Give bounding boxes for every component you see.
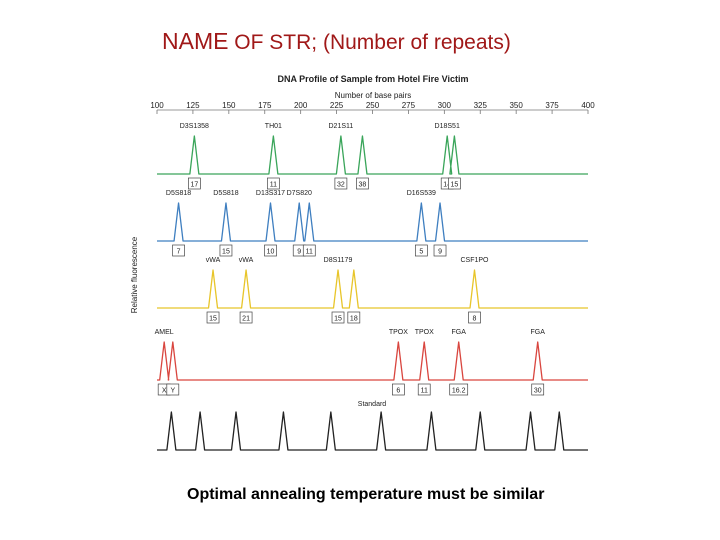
allele-label: 7	[177, 249, 181, 256]
locus-label: FGA	[452, 329, 467, 336]
slide-title: NAME OF STR; (Number of repeats)	[162, 28, 511, 55]
allele-box	[188, 177, 201, 190]
x-tick-label: 175	[258, 101, 272, 110]
allele-label: 15	[450, 182, 458, 189]
locus-label: AMEL	[155, 329, 174, 336]
allele-box	[172, 244, 185, 257]
x-tick-label: 100	[150, 101, 164, 110]
allele-box	[219, 244, 233, 257]
y-axis-label: Relative fluorescence	[130, 236, 139, 313]
allele-box	[531, 383, 545, 396]
locus-label: FGA	[531, 329, 546, 336]
allele-box	[449, 383, 469, 396]
trace-line	[157, 269, 588, 309]
trace-line	[157, 411, 588, 451]
slide-title-rest: OF STR; (Number of repeats)	[234, 31, 511, 54]
allele-label: 5	[419, 249, 423, 256]
caption: Optimal annealing temperature must be si…	[187, 486, 545, 503]
chart-title: DNA Profile of Sample from Hotel Fire Vi…	[277, 74, 468, 84]
locus-label: CSF1PO	[460, 257, 489, 264]
allele-label: 18	[350, 316, 358, 323]
allele-box	[267, 177, 280, 190]
allele-label: 9	[438, 249, 442, 256]
locus-label: TH01	[265, 123, 282, 130]
locus-label: D16S539	[407, 190, 436, 197]
lane: vWA 15 vWA 21 D8S1179 15 18 CSF1PO 8	[157, 257, 588, 324]
allele-label: 10	[267, 249, 275, 256]
x-tick-label: 275	[402, 101, 416, 110]
allele-box	[166, 383, 180, 396]
allele-box	[417, 383, 431, 396]
allele-label: Y	[170, 388, 175, 395]
locus-label: D5S818	[213, 190, 238, 197]
locus-label: D18S51	[435, 123, 460, 130]
allele-label: X	[162, 388, 167, 395]
allele-box	[264, 244, 277, 257]
allele-box	[331, 311, 345, 324]
allele-label: 16.2	[452, 388, 466, 395]
x-tick-label: 300	[438, 101, 452, 110]
allele-label: 15	[334, 316, 342, 323]
locus-label: D13S317	[256, 190, 285, 197]
allele-box	[302, 244, 316, 257]
allele-box	[206, 311, 220, 324]
locus-label: D8S1179	[324, 257, 353, 264]
x-tick-label: 325	[474, 101, 488, 110]
locus-label: TPOX	[389, 329, 408, 336]
allele-label: 32	[337, 182, 345, 189]
lane: AMEL X Y TPOX 6 TPOX 11 FGA 16.2 FGA 30	[155, 329, 588, 396]
allele-label: 6	[396, 388, 400, 395]
allele-label: 15	[209, 316, 217, 323]
allele-label: 9	[297, 249, 301, 256]
allele-label: 21	[242, 316, 250, 323]
allele-label: 11	[421, 388, 428, 395]
allele-label: 8	[473, 316, 477, 323]
allele-box	[239, 311, 253, 324]
allele-box	[448, 177, 461, 190]
allele-box	[356, 177, 369, 190]
trace-line	[157, 135, 588, 175]
x-tick-label: 125	[186, 101, 200, 110]
x-tick-label: 400	[581, 101, 595, 110]
allele-box	[433, 244, 447, 257]
locus-label: TPOX	[415, 329, 434, 336]
trace-line	[157, 341, 588, 381]
allele-label: 17	[190, 182, 198, 189]
lane: D5S818 7 D5S818 15 D13S317 10 D7S820 9 11 D16S539…	[157, 190, 588, 257]
lane-label: Standard	[358, 401, 387, 408]
x-tick-label: 250	[366, 101, 380, 110]
allele-label: 30	[534, 388, 542, 395]
allele-box	[334, 177, 348, 190]
x-tick-label: 150	[222, 101, 236, 110]
locus-label: D5S818	[166, 190, 191, 197]
allele-label: 14	[443, 182, 451, 189]
x-tick-label: 200	[294, 101, 308, 110]
slide-title-lead: NAME	[162, 28, 229, 54]
x-tick-label: 225	[330, 101, 344, 110]
allele-label: 11	[306, 249, 313, 256]
allele-box	[347, 311, 361, 324]
allele-label: 38	[359, 182, 367, 189]
locus-label: D3S1358	[180, 123, 209, 130]
allele-box	[392, 383, 405, 396]
locus-label: D7S820	[287, 190, 312, 197]
x-tick-label: 350	[509, 101, 523, 110]
locus-label: vWA	[206, 257, 221, 264]
trace-line	[157, 202, 588, 242]
allele-box	[468, 311, 481, 324]
x-axis-ticks: 100 125 150 175 200 225 250 275 300 325 350 375 400	[150, 101, 595, 114]
x-axis-label: Number of base pairs	[335, 91, 411, 100]
locus-label: vWA	[239, 257, 254, 264]
locus-label: D21S11	[329, 123, 354, 130]
allele-label: 15	[222, 249, 230, 256]
allele-box	[414, 244, 428, 257]
lane: Standard	[157, 401, 588, 451]
lane: D3S1358 17 TH01 11 D21S11 32 38 D18S51 14 15	[157, 123, 588, 190]
allele-label: 11	[270, 182, 277, 189]
x-tick-label: 375	[545, 101, 559, 110]
